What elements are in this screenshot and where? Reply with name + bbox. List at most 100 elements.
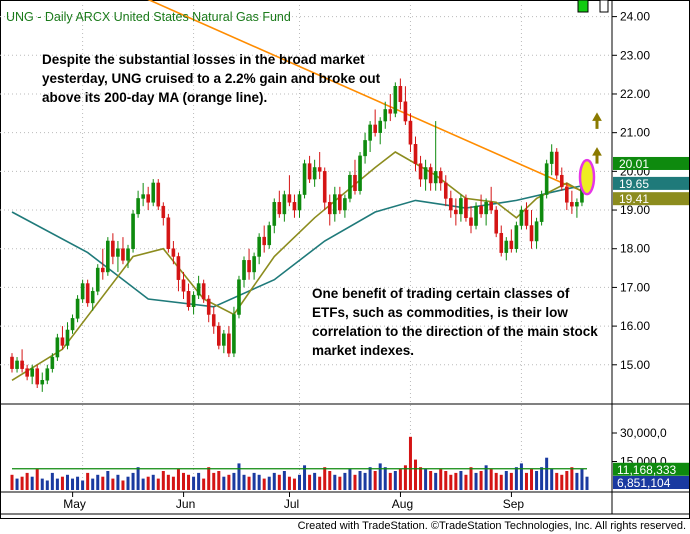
volume-bar [181, 472, 185, 490]
candle-body [327, 202, 332, 215]
candle-body [438, 171, 443, 184]
candle-body [509, 240, 514, 249]
candle-body [383, 109, 388, 122]
candle-body [469, 217, 473, 226]
candle-body [398, 85, 403, 102]
volume-bar [550, 469, 554, 490]
arrow-up-upper [592, 112, 602, 129]
candle-body [338, 194, 342, 211]
candle-body [302, 163, 307, 195]
candle-body [524, 209, 529, 226]
candle-body [504, 240, 509, 253]
volume-bar [388, 472, 392, 490]
volume-bar [35, 469, 39, 490]
candle-body [116, 248, 120, 257]
candle-body [15, 360, 19, 369]
volume-bar [444, 471, 448, 490]
volume-bar [530, 469, 534, 490]
volume-bar [20, 476, 24, 490]
candle-body [358, 155, 362, 191]
volume-bar [479, 471, 483, 490]
candle-body [363, 140, 367, 157]
candle-body [242, 260, 246, 280]
candle-body [479, 205, 483, 215]
price-tick-label: 22.00 [620, 87, 650, 101]
volume-bar [71, 478, 75, 490]
volume-bar [545, 457, 549, 490]
volume-bar [378, 463, 382, 490]
price-tick-label: 17.00 [620, 280, 650, 294]
time-tick-label: Jun [176, 497, 195, 511]
volume-bar [484, 465, 488, 490]
candle-body [353, 174, 357, 191]
volume-bar [156, 478, 160, 490]
candle-body [30, 368, 34, 377]
annotation-top: Despite the substantial losses in the br… [42, 52, 381, 105]
price-label-text: 20.01 [619, 157, 649, 171]
candle-body [317, 167, 322, 172]
volume-bar [227, 474, 231, 490]
candle-body [35, 368, 40, 385]
price-tick-label: 16.00 [620, 319, 650, 333]
volume-bar [509, 472, 513, 490]
volume-bar [45, 480, 49, 490]
volume-bar [141, 478, 145, 490]
time-tick-label: May [63, 497, 86, 511]
candle-body [499, 233, 504, 253]
candle-body [459, 198, 463, 215]
candle-body [554, 151, 559, 176]
candle-body [222, 333, 226, 346]
candle-body [348, 174, 352, 199]
volume-bar [494, 472, 498, 490]
volume-bar [343, 472, 347, 490]
candle-body [408, 120, 413, 145]
candle-body [146, 194, 150, 203]
candle-body [559, 174, 564, 188]
candle-body [519, 209, 524, 226]
candle-body [449, 198, 453, 211]
candle-body [201, 283, 206, 300]
candle-body [70, 318, 75, 331]
candle-body [141, 194, 145, 199]
volume-bar [86, 472, 90, 490]
volume-bar [434, 472, 438, 490]
time-tick-label: Jul [284, 497, 299, 511]
candle-body [171, 248, 176, 257]
volume-bar [308, 474, 312, 490]
candle-body [575, 202, 579, 207]
candle-body [151, 182, 156, 203]
candle-body [368, 124, 372, 141]
volume-bar [439, 469, 443, 490]
volume-bar [575, 472, 579, 490]
volume-bar [50, 472, 54, 490]
volume-bar [192, 476, 196, 490]
volume-bar [121, 480, 125, 490]
volume-bar [408, 436, 412, 490]
candle-body [131, 213, 135, 249]
volume-bar [303, 465, 307, 490]
price-label-text: 19.65 [619, 177, 649, 191]
volume-bar [419, 467, 423, 490]
volume-bar [403, 465, 407, 490]
volume-bar [585, 476, 589, 490]
volume-bar [565, 471, 569, 490]
candle-body [80, 283, 85, 300]
candle-body [403, 101, 408, 122]
candle-body [111, 240, 115, 257]
candle-body [534, 221, 539, 242]
candle-body [20, 360, 24, 369]
candle-body [40, 380, 45, 385]
price-label-text: 19.41 [619, 192, 649, 206]
candle-body [443, 182, 448, 199]
candle-body [85, 283, 90, 304]
candle-body [156, 182, 161, 207]
candle-body [529, 225, 534, 242]
volume-bar [187, 474, 191, 490]
volume-bar [101, 476, 105, 490]
volume-bar [171, 476, 175, 490]
candle-body [55, 337, 60, 358]
volume-bar [91, 478, 95, 490]
volume-bar [15, 478, 19, 490]
candle-body [418, 163, 423, 180]
